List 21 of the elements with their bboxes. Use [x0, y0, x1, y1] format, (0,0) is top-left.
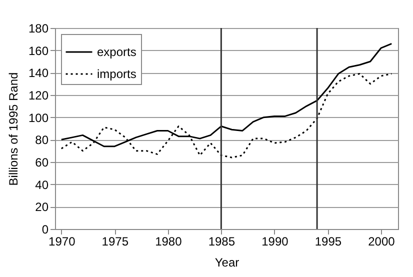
y-tick-label: 40: [35, 178, 49, 192]
x-tick-label: 1985: [208, 234, 236, 248]
y-axis-title: Billions of 1995 Rand: [6, 72, 20, 186]
y-tick-label: 160: [28, 44, 49, 58]
legend-label: imports: [97, 67, 136, 81]
y-tick-label: 0: [42, 222, 49, 236]
x-tick-label: 1975: [102, 234, 129, 248]
x-axis-title: Year: [214, 256, 240, 270]
y-tick-label: 100: [28, 110, 49, 125]
legend-label: exports: [97, 45, 136, 59]
x-tick-label: 1995: [314, 234, 342, 248]
x-tick-label: 1970: [48, 234, 76, 248]
y-tick-label: 180: [28, 22, 49, 36]
y-tick-label: 80: [35, 133, 49, 148]
y-tick-label: 120: [28, 88, 49, 102]
x-tick-label: 1990: [262, 234, 289, 248]
x-tick-label: 2000: [368, 234, 396, 248]
x-tick-label: 1980: [155, 234, 182, 248]
y-tick-label: 60: [35, 156, 49, 170]
y-tick-label: 20: [35, 200, 49, 214]
y-tick-label: 140: [28, 66, 49, 80]
